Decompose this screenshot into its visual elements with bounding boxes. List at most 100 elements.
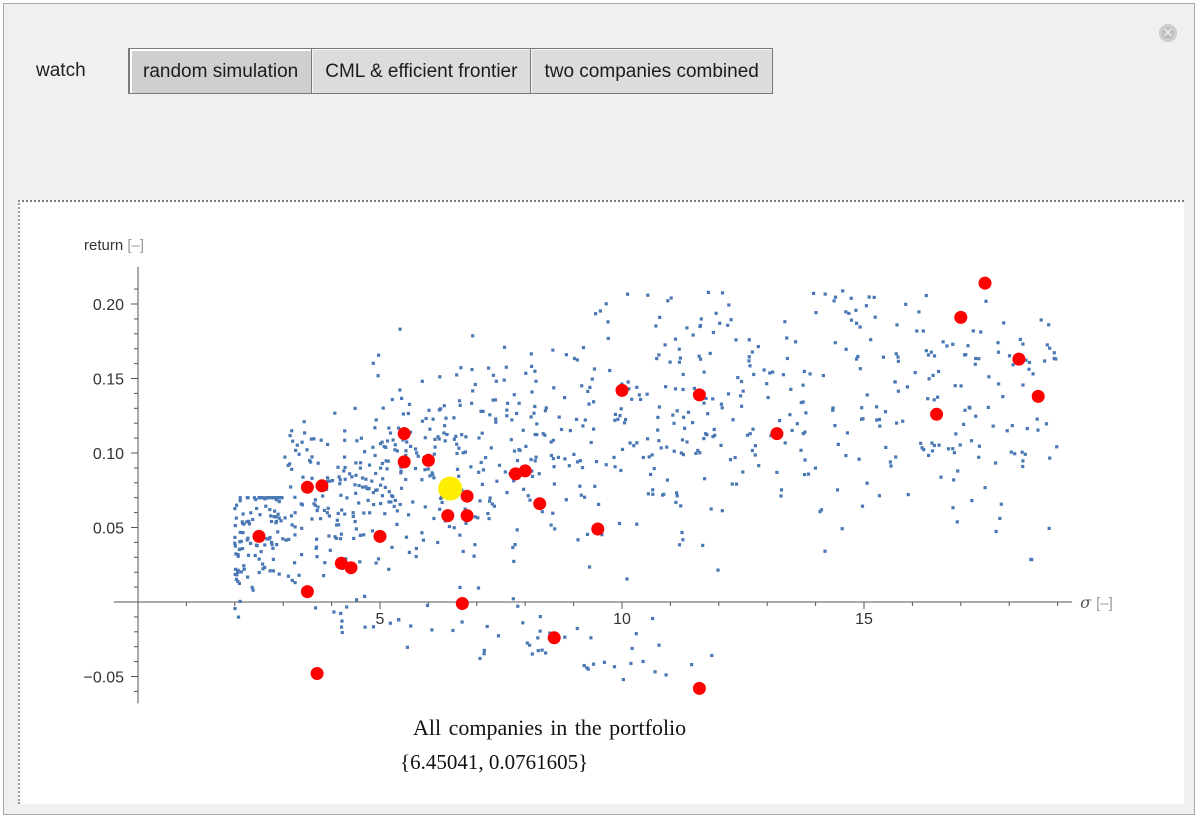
simulation-point [385,467,389,471]
simulation-point [246,536,250,540]
tab-two-companies-combined[interactable]: two companies combined [530,48,773,94]
company-point [397,455,411,469]
simulation-point [263,565,267,569]
simulation-point [812,291,816,295]
simulation-point [380,440,384,444]
simulation-point [350,475,354,479]
tab-random-simulation[interactable]: random simulation [128,48,312,94]
simulation-point [685,440,689,444]
simulation-point [337,475,341,479]
simulation-point [681,387,685,392]
simulation-point [524,444,528,448]
simulation-point [393,448,397,452]
simulation-point [482,652,486,656]
simulation-point [588,385,592,389]
company-point [978,276,992,290]
company-point [300,480,314,494]
simulation-point [657,353,661,357]
simulation-point [726,323,730,327]
company-point [518,464,532,478]
close-circle-icon[interactable]: ✕ [1159,24,1177,42]
simulation-point [549,453,553,458]
simulation-point [1031,372,1035,376]
simulation-point [471,389,475,393]
simulation-point [533,432,537,437]
simulation-point [322,574,326,578]
simulation-point [257,570,261,575]
y-tick-label: 0.05 [93,521,124,538]
simulation-point [511,597,515,601]
simulation-point [680,438,685,442]
simulation-point [388,431,393,435]
simulation-point [580,466,585,470]
company-point [460,489,474,503]
simulation-point [557,415,561,419]
simulation-point [395,522,399,526]
simulation-point [856,354,860,359]
company-point [252,529,266,543]
simulation-point [252,496,256,500]
simulation-point [283,516,287,520]
simulation-point [438,507,442,511]
simulation-point [236,615,241,619]
simulation-point [579,493,583,497]
simulation-point [463,507,467,511]
simulation-point [251,588,255,592]
simulation-point [739,379,744,384]
simulation-point [540,648,544,652]
simulation-point [559,427,564,432]
simulation-point [679,451,683,455]
simulation-point [287,537,291,541]
simulation-point [860,504,865,508]
simulation-point [753,444,757,448]
tab-cml-efficient-frontier[interactable]: CML & efficient frontier [311,48,531,94]
simulation-point [729,318,733,322]
simulation-point [779,488,784,492]
simulation-point [290,523,294,527]
simulation-point [951,447,955,451]
simulation-point [293,561,297,565]
simulation-point [590,377,594,381]
simulation-point [549,523,553,527]
simulation-point [427,408,431,412]
simulation-point [315,509,319,513]
simulation-point [552,386,556,390]
simulation-point [476,586,481,590]
simulation-point [452,416,456,420]
simulation-point [896,355,900,359]
simulation-point [888,460,892,464]
simulation-point [855,321,859,325]
y-tick-label: 0.20 [93,297,124,314]
x-tick-label: 10 [613,611,631,628]
simulation-point [652,467,656,471]
simulation-point [889,464,893,468]
simulation-point [261,562,265,566]
simulation-point [290,578,294,582]
simulation-point [276,512,280,516]
simulation-point [326,442,330,447]
simulation-point [926,353,931,357]
simulation-point [379,501,383,506]
simulation-point [915,329,919,333]
simulation-point [477,436,481,440]
simulation-point [433,437,437,441]
simulation-point [604,302,608,306]
simulation-point [613,412,617,416]
simulation-point [617,521,622,526]
simulation-point [657,643,661,647]
simulation-point [257,557,261,561]
simulation-point [353,520,357,524]
simulation-point [286,574,290,578]
simulation-point [339,625,344,629]
simulation-point [821,374,825,378]
simulation-point [274,496,278,500]
simulation-point [379,483,383,487]
simulation-point [589,636,593,640]
simulation-point [844,347,848,351]
simulation-point [877,494,881,498]
simulation-point [250,585,254,589]
simulation-point [388,621,392,625]
simulation-point [893,380,897,384]
simulation-point [293,495,297,499]
simulation-point [748,364,752,368]
